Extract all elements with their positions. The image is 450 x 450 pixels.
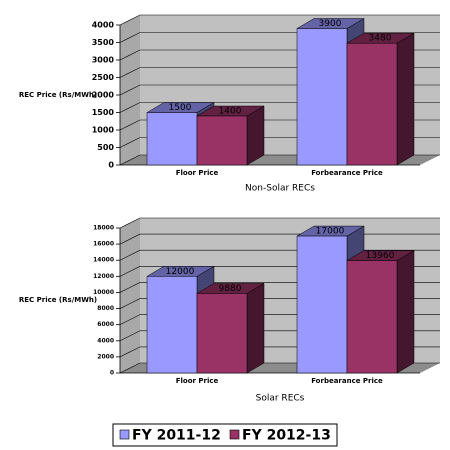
x-axis-title: Solar RECs [256, 394, 305, 404]
bar-side [246, 105, 265, 166]
legend-swatch [229, 429, 240, 440]
value-label: 3900 [319, 19, 342, 29]
legend-label: FY 2011-12 [132, 428, 221, 444]
value-label: 13960 [366, 251, 395, 261]
x-axis-title: Non-Solar RECs [245, 184, 315, 194]
bar [146, 112, 198, 166]
bar [196, 115, 248, 166]
y-tick-label: 500 [97, 143, 114, 152]
bar [346, 42, 398, 166]
y-tick-label: 12000 [93, 273, 114, 280]
y-tick-label: 1500 [92, 108, 115, 117]
y-tick-label: 6000 [97, 321, 114, 328]
y-tick-label: 3500 [92, 38, 115, 47]
value-label: 1500 [169, 103, 192, 113]
grid-line [119, 14, 440, 26]
value-label: 17000 [316, 227, 345, 237]
y-tick-label: 4000 [97, 337, 114, 344]
bar [296, 28, 348, 166]
side-wall [120, 218, 140, 373]
y-tick-label: 10000 [93, 289, 114, 296]
bar-side [246, 282, 265, 374]
y-tick-label: 2000 [97, 353, 114, 360]
y-tick-label: 0 [110, 370, 114, 377]
grid-line [119, 217, 440, 229]
bar-side [396, 32, 415, 166]
value-label: 3480 [369, 34, 392, 44]
y-tick-label: 16000 [93, 241, 114, 248]
x-tick-label: Floor Price [176, 169, 219, 177]
bar [296, 235, 348, 374]
y-tick-label: 2500 [92, 73, 115, 82]
y-axis-title: REC Price (Rs/MWh) [19, 296, 97, 304]
x-tick-label: Floor Price [176, 377, 219, 385]
bar-side [396, 250, 415, 374]
y-tick-label: 2000 [92, 91, 115, 100]
bar [196, 293, 248, 374]
y-axis-title: REC Price (Rs/MWh) [19, 91, 97, 99]
value-label: 9880 [219, 284, 242, 294]
legend-swatch [119, 429, 130, 440]
y-tick-label: 8000 [97, 305, 114, 312]
value-label: 1400 [219, 107, 242, 117]
y-tick-label: 1000 [92, 126, 115, 135]
value-label: 12000 [166, 267, 195, 277]
y-tick-label: 18000 [93, 225, 114, 232]
bar [146, 276, 198, 374]
y-tick-label: 14000 [93, 257, 114, 264]
x-tick-label: Forbearance Price [311, 377, 383, 385]
x-tick-label: Forbearance Price [311, 169, 383, 177]
bar [346, 260, 398, 374]
y-tick-label: 0 [108, 161, 114, 170]
y-tick-label: 4000 [92, 21, 115, 30]
legend-box [112, 423, 338, 447]
y-tick-label: 3000 [92, 56, 115, 65]
legend-label: FY 2012-13 [242, 428, 331, 444]
